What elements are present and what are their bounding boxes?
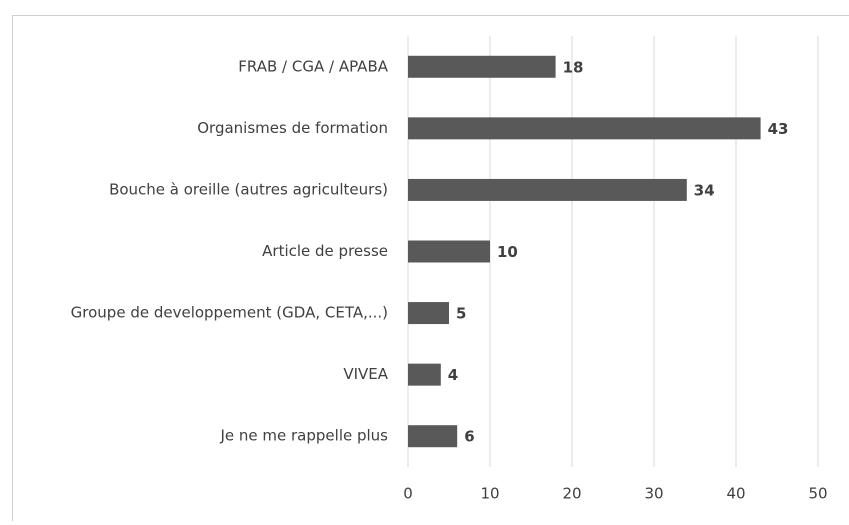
y-tick-label: Groupe de developpement (GDA, CETA,...): [71, 304, 388, 322]
x-tick-label: 50: [808, 485, 827, 503]
y-tick-label: Organismes de formation: [197, 119, 388, 137]
x-tick-label: 10: [480, 485, 499, 503]
data-label: 10: [497, 243, 518, 261]
bar: [408, 302, 449, 325]
x-tick-label: 30: [644, 485, 663, 503]
data-label: 5: [456, 305, 466, 323]
bar: [408, 363, 441, 386]
x-tick-label: 40: [726, 485, 745, 503]
x-tick-label: 20: [562, 485, 581, 503]
y-tick-label: Je ne me rappelle plus: [219, 427, 388, 445]
y-tick-label: Article de presse: [262, 242, 388, 260]
data-label: 34: [694, 181, 715, 199]
bar: [408, 117, 761, 140]
bar: [408, 178, 687, 201]
bar: [408, 55, 556, 78]
bar: [408, 425, 458, 448]
data-label: 18: [563, 58, 584, 76]
data-label: 6: [464, 428, 474, 446]
x-tick-label: 0: [403, 485, 413, 503]
y-tick-label: Bouche à oreille (autres agriculteurs): [109, 180, 388, 198]
data-label: 43: [768, 120, 789, 138]
y-tick-label: FRAB / CGA / APABA: [238, 57, 388, 75]
bar: [408, 240, 490, 263]
plot: 0 10 20 30 40 50 FRAB / CGA / APABA 18 Organisme…: [71, 36, 828, 503]
data-label: 4: [448, 366, 458, 384]
y-tick-label: VIVEA: [343, 365, 388, 383]
